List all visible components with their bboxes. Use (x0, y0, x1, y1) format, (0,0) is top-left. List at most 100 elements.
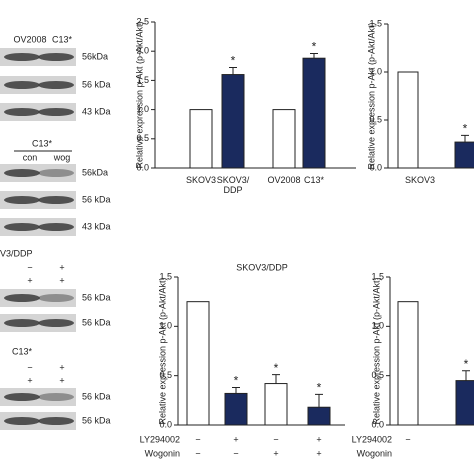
band (38, 108, 74, 116)
x-tick-label: SKOV3 (185, 175, 217, 185)
bar (397, 71, 419, 169)
band (38, 319, 74, 327)
y-tick-label: 1.5 (369, 18, 382, 28)
band (38, 393, 74, 401)
treatment-name: LY294002 (140, 434, 180, 444)
y-tick-label: 1.0 (136, 104, 149, 114)
band (38, 294, 74, 302)
lane-sign: + (59, 275, 64, 285)
band (4, 81, 40, 89)
y-tick-label: 0.5 (159, 370, 172, 380)
y-axis-label: Relative expression p-Akt (p-Akt/Akt) (371, 277, 381, 424)
error-bar (462, 370, 470, 381)
size-label: 56kDa (82, 167, 108, 177)
y-tick-label: 1.0 (369, 66, 382, 76)
treatment-name: Wogonin (145, 448, 180, 458)
bar (186, 301, 210, 426)
blot-title: V3/DDP (0, 248, 33, 258)
lane-sign: + (59, 375, 64, 385)
treatment-sign: + (316, 448, 321, 458)
significance-marker: * (317, 381, 322, 395)
bar (272, 109, 296, 169)
y-tick-label: 1.0 (371, 321, 384, 331)
y-tick-label: 0.0 (369, 162, 382, 172)
bar (189, 109, 213, 169)
y-tick-label: 0.0 (159, 419, 172, 429)
band (38, 223, 74, 231)
y-tick-label: 0.0 (371, 419, 384, 429)
error-bar (272, 374, 280, 384)
y-tick-label: 0.5 (136, 133, 149, 143)
bar (454, 141, 474, 169)
significance-marker: * (312, 40, 317, 54)
treatment-name: LY294002 (352, 434, 392, 444)
lane-label: OV2008 (13, 34, 46, 44)
y-tick-label: 1.5 (136, 75, 149, 85)
band (38, 196, 74, 204)
treatment-sign: − (195, 434, 200, 444)
lane-sign: + (59, 362, 64, 372)
treatment-sign: − (405, 434, 410, 444)
y-tick-label: 1.5 (371, 271, 384, 281)
significance-marker: * (463, 122, 468, 136)
band (4, 294, 40, 302)
size-label: 56 kDa (82, 292, 111, 302)
band (38, 169, 74, 177)
lane-label: wog (53, 152, 71, 162)
band (4, 169, 40, 177)
bar (221, 74, 245, 169)
treatment-sign: − (273, 434, 278, 444)
y-tick-label: 1.0 (159, 321, 172, 331)
size-label: 56 kDa (82, 194, 111, 204)
size-label: 56kDa (82, 51, 108, 61)
x-tick-label: SKOV3/ DDP (216, 175, 250, 195)
significance-marker: * (464, 357, 469, 371)
size-label: 56 kDa (82, 391, 111, 401)
bar (264, 383, 288, 426)
treatment-sign: − (195, 448, 200, 458)
band (38, 81, 74, 89)
size-label: 43 kDa (82, 106, 111, 116)
significance-marker: * (274, 361, 279, 375)
y-axis-label: Relative expression p-Akt (p-Akt/Akt) (366, 22, 376, 169)
treatment-sign: + (316, 434, 321, 444)
y-tick-label: 0.0 (136, 162, 149, 172)
lane-label: con (23, 152, 38, 162)
y-tick-label: 1.5 (159, 271, 172, 281)
bar (307, 406, 331, 426)
size-label: 56 kDa (82, 79, 111, 89)
error-bar (232, 387, 240, 394)
treatment-sign: + (233, 434, 238, 444)
size-label: 43 kDa (82, 221, 111, 231)
band (38, 417, 74, 425)
y-tick-label: 0.5 (371, 370, 384, 380)
error-bar (229, 67, 237, 75)
band (4, 223, 40, 231)
lane-sign: − (27, 362, 32, 372)
treatment-sign: − (233, 448, 238, 458)
group-label: SKOV3 (404, 175, 436, 185)
blot-title: C13* (12, 346, 33, 356)
bar (455, 380, 474, 426)
band (4, 319, 40, 327)
treatment-sign: + (273, 448, 278, 458)
error-bar (461, 134, 469, 143)
treatment-name: Wogonin (357, 448, 392, 458)
error-bar (315, 393, 323, 408)
bar (224, 392, 248, 426)
blot-title: C13* (32, 138, 53, 148)
significance-marker: * (234, 374, 239, 388)
band (4, 393, 40, 401)
error-bar (310, 53, 318, 59)
x-tick-label: C13* (303, 175, 325, 185)
bar (397, 301, 419, 426)
chart-title: SKOV3/DDP (236, 262, 288, 272)
band (4, 417, 40, 425)
lane-sign: − (27, 262, 32, 272)
y-axis-label: Relative expression p-Akt (p-Akt/Akt) (157, 277, 167, 424)
lane-sign: + (27, 275, 32, 285)
band (4, 108, 40, 116)
bar (302, 57, 326, 169)
